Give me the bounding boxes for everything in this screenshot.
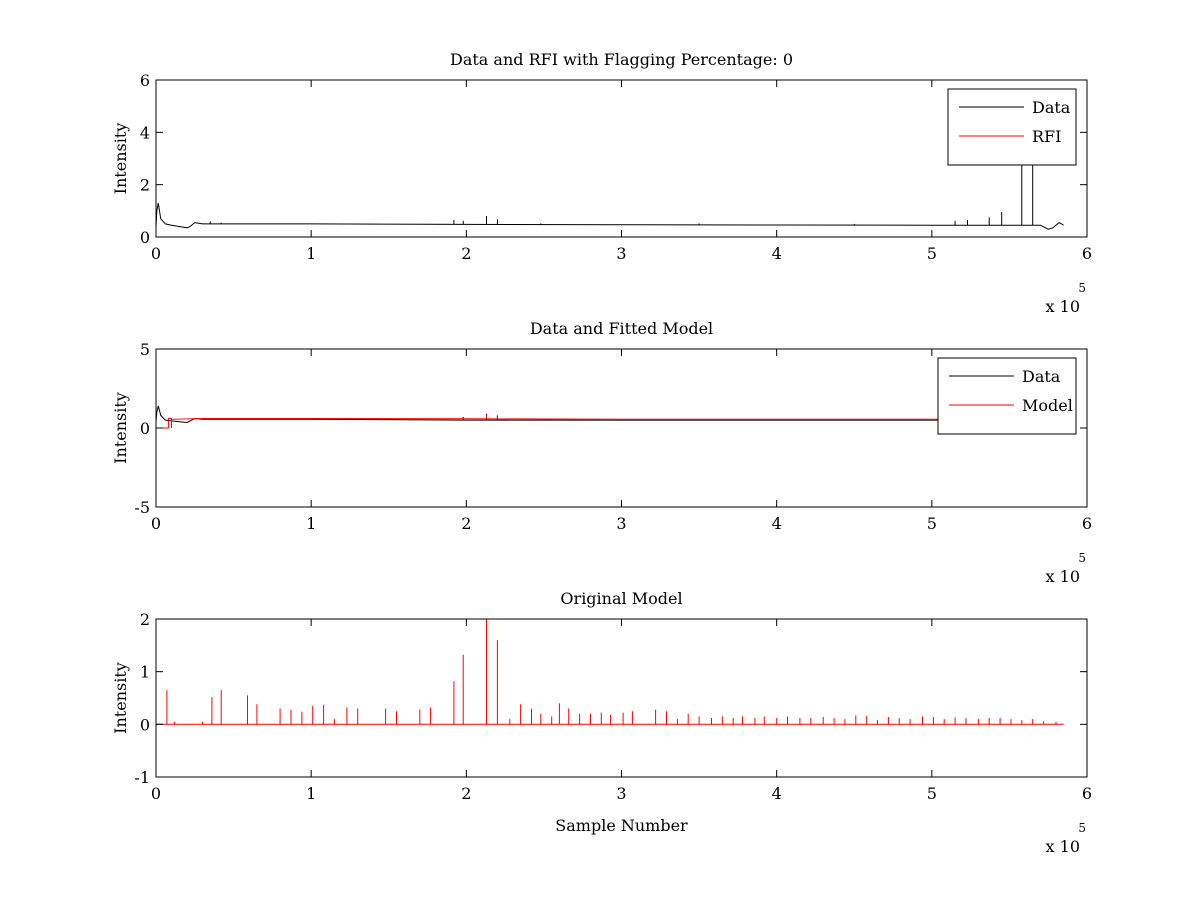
y-tick-label: 2 <box>140 610 150 629</box>
legend: Data RFI <box>947 88 1077 166</box>
x-tick-label: 5 <box>927 784 937 803</box>
x-multiplier-label: x 10 <box>1046 837 1080 856</box>
series-model <box>156 414 948 429</box>
x-tick-label: 6 <box>1082 784 1092 803</box>
x-tick-label: 4 <box>772 514 782 533</box>
x-exponent-label: 5 <box>1078 551 1086 565</box>
x-tick-label: 1 <box>306 244 316 263</box>
x-tick-label: 4 <box>772 244 782 263</box>
y-tick-label: 1 <box>140 663 150 682</box>
x-tick-label: 3 <box>616 784 626 803</box>
legend-label: Model <box>1022 396 1073 415</box>
legend: Data Model <box>937 357 1077 435</box>
y-tick-label: 5 <box>140 340 150 359</box>
x-tick-label: 3 <box>616 514 626 533</box>
y-axis-label: Intensity <box>111 123 130 195</box>
series-data <box>155 155 1064 230</box>
x-tick-label: 5 <box>927 244 937 263</box>
x-tick-label: 6 <box>1082 244 1092 263</box>
y-tick-label: -5 <box>134 498 150 517</box>
y-tick-label: 2 <box>140 176 150 195</box>
chart-panel-1: 0 1 2 3 4 5 6 0 2 4 6 Data and RFI with Flagging Pe… <box>111 50 1092 316</box>
y-tick-label: -1 <box>134 768 150 787</box>
series-line <box>155 202 1064 230</box>
x-multiplier-label: x 10 <box>1046 567 1080 586</box>
x-axis-label: Sample Number <box>555 816 688 835</box>
series-line <box>156 418 948 429</box>
chart-title: Data and Fitted Model <box>530 319 713 338</box>
chart-title: Original Model <box>560 589 682 608</box>
x-tick-label: 5 <box>927 514 937 533</box>
x-tick-label: 6 <box>1082 514 1092 533</box>
x-multiplier-label: x 10 <box>1046 297 1080 316</box>
x-tick-label: 1 <box>306 784 316 803</box>
x-tick-label: 1 <box>306 514 316 533</box>
x-tick-label: 0 <box>151 514 161 533</box>
x-exponent-label: 5 <box>1078 281 1086 295</box>
y-tick-label: 0 <box>140 715 150 734</box>
y-axis-label: Intensity <box>111 392 130 464</box>
y-axis-label: Intensity <box>111 662 130 734</box>
y-tick-label: 6 <box>140 71 150 90</box>
legend-label: RFI <box>1032 127 1061 146</box>
chart-title: Data and RFI with Flagging Percentage: 0 <box>450 50 793 69</box>
series-line <box>155 405 948 424</box>
legend-label: Data <box>1022 367 1061 386</box>
x-tick-label: 4 <box>772 784 782 803</box>
axes-container: 0 1 2 3 4 5 6 0 2 4 6 Data and RFI with Flagging Pe… <box>111 50 1092 856</box>
x-tick-label: 0 <box>151 784 161 803</box>
x-exponent-label: 5 <box>1078 821 1086 835</box>
series-model <box>156 619 1064 725</box>
legend-label: Data <box>1032 98 1071 117</box>
x-tick-label: 3 <box>616 244 626 263</box>
legend-box <box>937 357 1077 435</box>
legend-box <box>947 88 1077 166</box>
y-tick-label: 0 <box>140 228 150 247</box>
x-tick-label: 2 <box>461 244 471 263</box>
x-tick-label: 0 <box>151 244 161 263</box>
x-tick-label: 2 <box>461 784 471 803</box>
x-tick-label: 2 <box>461 514 471 533</box>
y-tick-label: 4 <box>140 123 150 142</box>
y-tick-label: 0 <box>140 419 150 438</box>
